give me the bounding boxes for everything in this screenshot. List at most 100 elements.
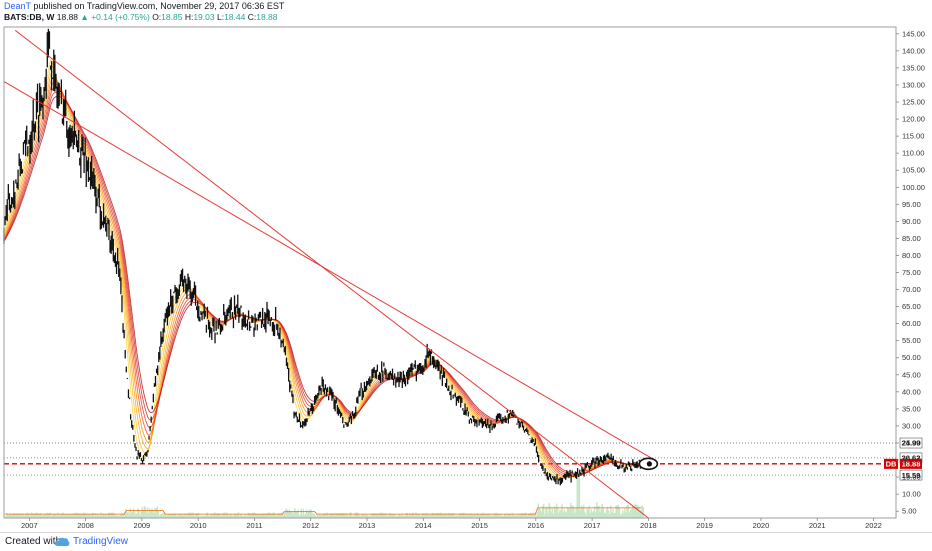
volume-bar	[468, 514, 470, 518]
volume-bar	[641, 505, 643, 518]
volume-bar	[637, 505, 639, 518]
volume-bar	[196, 513, 199, 518]
volume-bar	[425, 512, 427, 518]
volume-bar	[201, 515, 203, 518]
volume-bar	[562, 512, 564, 518]
price-level-tag	[900, 458, 922, 469]
volume-bar	[330, 513, 333, 518]
volume-bar	[601, 503, 603, 518]
volume-bar	[15, 513, 18, 518]
price-chart[interactable]: 24.9920.6218.88DB15.595.0010.0015.0020.0…	[0, 0, 932, 532]
volume-bar	[395, 515, 398, 518]
volume-bar	[249, 513, 252, 518]
volume-bar	[220, 515, 222, 518]
y-tick-label: 25.00	[902, 438, 921, 447]
volume-bar	[203, 515, 205, 518]
volume-bar	[559, 509, 561, 518]
volume-bar	[277, 512, 280, 518]
y-tick-label: 65.00	[902, 302, 921, 311]
volume-bar	[133, 511, 136, 518]
volume-bar	[460, 513, 463, 518]
volume-bar	[43, 514, 45, 518]
volume-bar	[378, 513, 380, 518]
volume-bar	[596, 502, 598, 518]
x-tick-label: 2017	[584, 521, 601, 530]
volume-bar	[193, 515, 195, 518]
volume-bar	[591, 512, 594, 518]
volume-bar	[518, 515, 520, 518]
volume-bar	[472, 514, 475, 518]
volume-bar	[336, 514, 338, 518]
volume-bar	[169, 514, 172, 518]
volume-bar	[263, 513, 266, 518]
x-tick-label: 2018	[640, 521, 657, 530]
volume-bar	[551, 507, 554, 518]
volume-bar	[170, 513, 173, 518]
volume-bar	[199, 515, 202, 518]
volume-bar	[96, 515, 98, 518]
volume-bar	[384, 513, 387, 518]
volume-bar	[218, 514, 220, 518]
volume-bar	[349, 512, 351, 518]
volume-bar	[188, 513, 190, 518]
volume-bar	[510, 515, 512, 518]
volume-bar	[127, 511, 129, 518]
volume-bar	[152, 509, 154, 518]
volume-bar	[110, 512, 112, 518]
volume-bar	[389, 513, 391, 518]
volume-bar	[422, 513, 425, 518]
volume-bar	[259, 514, 261, 518]
volume-bar	[288, 509, 291, 518]
volume-bar	[584, 511, 586, 518]
volume-bar	[248, 513, 251, 518]
volume-bar	[287, 511, 289, 518]
volume-bar	[304, 513, 307, 518]
volume-bar	[464, 513, 466, 518]
volume-bar	[8, 515, 10, 518]
x-tick-label: 2007	[21, 521, 38, 530]
volume-bar	[260, 514, 262, 518]
volume-bar	[321, 515, 323, 518]
volume-bar	[230, 513, 232, 518]
tradingview-link[interactable]: TradingView	[73, 536, 129, 547]
volume-bar	[488, 513, 491, 518]
volume-bar	[546, 506, 548, 518]
volume-bar	[61, 513, 63, 518]
volume-bar	[157, 510, 160, 518]
volume-bar	[592, 510, 595, 518]
volume-bar	[329, 514, 332, 518]
volume-bar	[35, 512, 37, 518]
y-tick-label: 40.00	[902, 387, 921, 396]
volume-bar	[311, 513, 313, 518]
volume-bar	[623, 513, 625, 518]
volume-bar	[144, 507, 147, 518]
volume-bar	[66, 514, 69, 518]
published-text: published on TradingView.com, November 2…	[30, 1, 285, 11]
volume-bar	[273, 512, 275, 518]
volume-bar	[502, 515, 505, 518]
volume-bar	[493, 514, 495, 518]
volume-bar	[544, 514, 546, 518]
author-link[interactable]: DeanT	[4, 1, 31, 11]
volume-bar	[243, 515, 245, 518]
volume-bar	[251, 512, 254, 518]
tradingview-cloud-icon[interactable]	[54, 536, 70, 550]
volume-bar	[131, 511, 134, 518]
volume-bar	[589, 513, 591, 518]
trendlines[interactable]	[3, 30, 652, 519]
volume-bar	[410, 514, 413, 518]
symbol-name[interactable]: BATS:DB, W	[4, 12, 55, 22]
volume-bar	[487, 513, 490, 518]
volume-bar	[37, 514, 39, 518]
volume-bar	[607, 510, 610, 518]
volume-bar	[575, 506, 577, 518]
volume-bar	[141, 507, 143, 518]
volume-bar	[435, 512, 438, 518]
y-tick-label: 100.00	[902, 183, 925, 192]
volume-bar	[5, 515, 7, 518]
volume-bar	[571, 505, 573, 518]
volume-bar	[430, 515, 432, 518]
volume-bar	[112, 512, 114, 518]
eye-pupil	[646, 461, 652, 467]
volume-bar	[298, 515, 300, 518]
